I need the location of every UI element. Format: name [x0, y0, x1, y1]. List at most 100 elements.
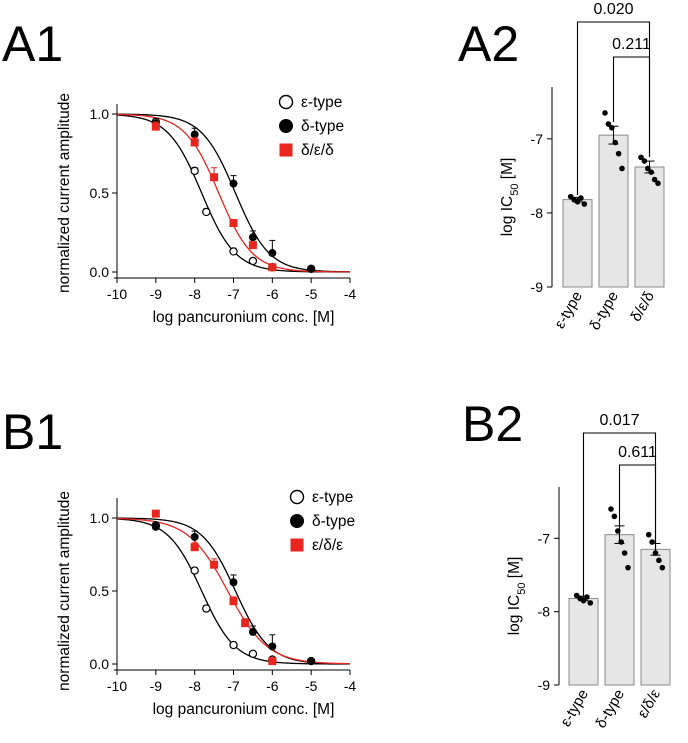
data-point [229, 578, 238, 587]
legend-label: ε-type [301, 94, 342, 111]
category-label: ε/δ/ε [634, 686, 664, 721]
chart-a2: -9 -8 -7 log IC50 [M] ε-type δ-type δ/ε/δ 0.020… [499, 1, 665, 334]
panel-label-b2: B2 [462, 396, 523, 452]
individual-point [655, 180, 661, 187]
legend-marker-1 [289, 489, 305, 505]
data-point [151, 522, 160, 531]
significance-bracket [612, 56, 651, 157]
individual-point [621, 550, 628, 556]
individual-point [648, 169, 654, 175]
bar [562, 199, 593, 288]
data-point [229, 247, 238, 256]
x-tick-label: -5 [305, 286, 318, 302]
y-tick-label: 1.0 [90, 106, 110, 122]
data-point [190, 543, 199, 552]
individual-point [641, 158, 648, 164]
bar [634, 166, 665, 288]
bar [598, 134, 629, 288]
category-label: δ-type [586, 289, 622, 334]
individual-point [602, 110, 608, 116]
individual-point [651, 176, 658, 183]
data-point [268, 642, 277, 651]
x-tick-label: -5 [305, 678, 318, 694]
data-point [229, 597, 238, 606]
y-axis-label: normalized current amplitude [56, 491, 73, 691]
data-point [307, 264, 316, 273]
data-point [248, 627, 257, 636]
p-value-label: 0.020 [593, 1, 633, 18]
data-point [248, 256, 258, 266]
individual-point [584, 594, 590, 600]
y-axis-label: log IC50 [M] [499, 158, 521, 237]
x-tick-label: -7 [227, 678, 240, 694]
x-axis-label: log pancuronium conc. [M] [153, 701, 335, 718]
category-label: ε-type [557, 687, 592, 730]
x-tick-label: -9 [150, 286, 163, 302]
p-value-label: 0.611 [618, 444, 657, 461]
data-point [190, 138, 199, 147]
chart-b2: -9 -8 -7 log IC50 [M] ε-type δ-type ε/δ/ε 0.017… [506, 412, 671, 732]
p-value-label: 0.211 [612, 36, 651, 53]
individual-point [615, 150, 622, 157]
panel-label-a2: A2 [458, 16, 519, 72]
x-tick-label: -4 [344, 678, 357, 694]
data-point [202, 207, 211, 217]
legend-label: ε/δ/ε [312, 537, 343, 554]
individual-point [659, 564, 666, 571]
x-tick-label: -7 [227, 286, 240, 302]
individual-point [574, 199, 581, 205]
data-point [241, 619, 250, 628]
y-tick-label: 0.0 [90, 264, 110, 280]
legend-marker-1 [278, 94, 294, 110]
data-point [202, 604, 211, 613]
legend-marker-3 [290, 538, 304, 552]
data-point [151, 509, 160, 518]
y-tick-label: -9 [538, 677, 551, 693]
category-label: δ-type [592, 687, 628, 732]
individual-point [619, 165, 625, 172]
individual-point [578, 195, 584, 201]
individual-point [645, 165, 651, 172]
x-tick-label: -8 [188, 286, 201, 302]
data-point [248, 649, 258, 658]
x-tick-label: -6 [266, 678, 279, 694]
data-point [210, 173, 219, 182]
y-tick-label: -7 [531, 131, 544, 147]
y-tick-label: 0.5 [90, 583, 110, 599]
individual-point [611, 513, 618, 520]
individual-point [625, 564, 631, 571]
data-point [190, 166, 199, 176]
individual-point [656, 557, 662, 564]
x-axis-label: log pancuronium conc. [M] [153, 309, 335, 326]
data-point [229, 179, 238, 188]
x-tick-label: -9 [150, 678, 163, 694]
x-tick-label: -10 [107, 286, 127, 302]
data-point [248, 233, 257, 242]
y-tick-label: -8 [531, 205, 544, 221]
x-tick-label: -8 [188, 678, 201, 694]
data-point [229, 640, 238, 650]
y-tick-label: 0.5 [90, 185, 110, 201]
individual-point [609, 124, 615, 131]
data-point [190, 130, 199, 139]
data-point [268, 249, 277, 258]
legend-marker-2 [290, 514, 304, 528]
x-tick-label: -4 [344, 286, 357, 302]
individual-point [605, 121, 612, 127]
panel-label-a1: A1 [2, 16, 63, 72]
individual-point [649, 539, 655, 545]
y-tick-label: 1.0 [90, 510, 110, 526]
bar [640, 548, 671, 686]
data-point [210, 560, 219, 569]
category-label: ε-type [551, 289, 586, 332]
y-tick-label: -9 [531, 279, 544, 295]
data-point [190, 532, 199, 541]
x-tick-label: -10 [107, 678, 127, 694]
legend-label: ε-type [312, 489, 353, 506]
chart-a1: -10 -9 -8 -7 -6 -5 -4 0.0 0.5 1.0 log pancuronium … [56, 93, 356, 326]
legend-label: δ/ε/δ [301, 142, 334, 159]
y-axis-label: log IC50 [M] [506, 557, 528, 636]
x-tick-label: -6 [266, 286, 279, 302]
legend-marker-3 [279, 143, 293, 157]
